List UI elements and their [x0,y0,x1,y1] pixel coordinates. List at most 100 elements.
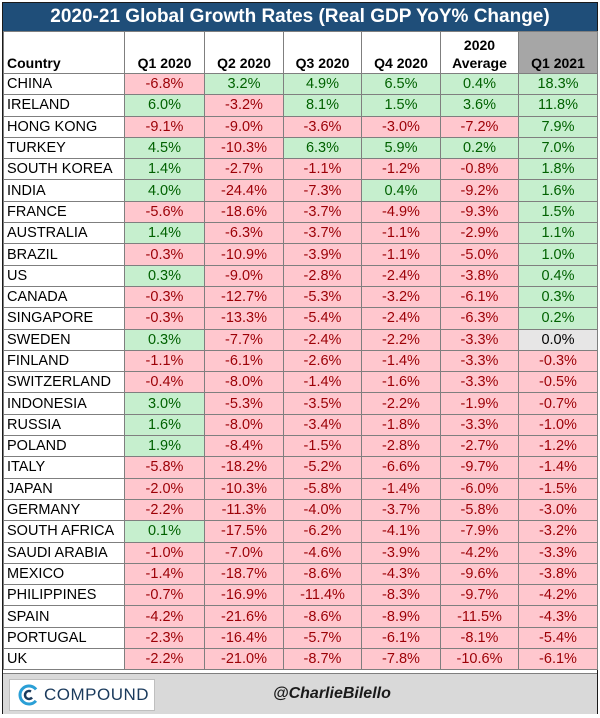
value-cell: -2.7% [204,158,284,181]
value-cell: -3.7% [283,200,362,224]
value-cell: -5.2% [283,456,362,479]
value-cell: -2.0% [124,477,205,500]
value-cell: -1.6% [361,371,441,394]
value-cell: -12.7% [204,285,284,309]
value-cell: 6.0% [124,94,205,117]
value-cell: -8.0% [204,371,284,394]
column-header-country: Country [3,31,125,74]
country-cell: RUSSIA [3,413,125,437]
value-cell: -2.7% [440,435,519,458]
value-cell: 11.8% [518,94,598,117]
value-cell: -18.2% [204,456,284,479]
table-row: UK -2.2% -21.0% -8.7% -7.8% -10.6% -6.1% [3,648,598,671]
author-handle: @CharlieBilello [273,685,391,702]
value-cell: 0.3% [124,264,205,287]
value-cell: -9.1% [124,115,205,138]
value-cell: -7.9% [440,520,519,543]
table-row: TURKEY 4.5% -10.3% 6.3% 5.9% 0.2% 7.0% [3,136,598,160]
value-cell: -7.7% [204,328,284,351]
table-row: POLAND 1.9% -8.4% -1.5% -2.8% -2.7% -1.2% [3,435,598,458]
value-cell: -6.0% [440,477,519,500]
value-cell: -7.3% [283,179,362,202]
compound-logo-text: COMPOUND [44,685,150,704]
value-cell: -2.3% [124,626,205,650]
value-cell: -9.0% [204,264,284,287]
country-cell: SAUDI ARABIA [3,541,125,564]
table-row: MEXICO -1.4% -18.7% -8.6% -4.3% -9.6% -3.8% [3,562,598,586]
value-cell: 4.5% [124,136,205,160]
value-cell: -7.2% [440,115,519,138]
value-cell: -8.9% [361,605,441,628]
country-cell: FINLAND [3,349,125,373]
value-cell: 1.6% [518,179,598,202]
table-row: SPAIN -4.2% -21.6% -8.6% -8.9% -11.5% -4.3% [3,605,598,628]
value-cell: -4.2% [518,584,598,607]
country-cell: SWEDEN [3,328,125,351]
value-cell: -1.1% [361,222,441,245]
value-cell: 0.1% [124,520,205,543]
column-header-q3-2020: Q3 2020 [283,31,362,74]
column-header-q2-2020: Q2 2020 [204,31,284,74]
value-cell: -4.0% [283,498,362,522]
table-row: INDONESIA 3.0% -5.3% -3.5% -2.2% -1.9% -0.7% [3,392,598,415]
country-cell: ITALY [3,456,125,479]
value-cell: -10.3% [204,136,284,160]
growth-table: Country Q1 2020 Q2 2020 Q3 2020 Q4 2020 … [3,31,598,671]
value-cell: 18.3% [518,72,598,96]
value-cell: 1.6% [124,413,205,437]
value-cell: -3.9% [361,541,441,564]
chart-title: 2020-21 Global Growth Rates (Real GDP Yo… [3,3,597,31]
value-cell: 1.9% [124,435,205,458]
value-cell: -1.1% [124,349,205,373]
column-header-2020-average-label: 2020 Average [452,37,507,71]
value-cell: -8.6% [283,605,362,628]
value-cell: 0.2% [440,136,519,160]
country-cell: TURKEY [3,136,125,160]
value-cell: -3.3% [440,371,519,394]
value-cell: -1.2% [518,435,598,458]
value-cell: -2.4% [361,307,441,330]
value-cell: -3.4% [283,413,362,437]
value-cell: -9.7% [440,584,519,607]
country-cell: SOUTH KOREA [3,158,125,181]
value-cell: -6.1% [518,648,598,671]
country-cell: GERMANY [3,498,125,522]
value-cell: -3.2% [204,94,284,117]
value-cell: -8.4% [204,435,284,458]
value-cell: 1.1% [518,222,598,245]
value-cell: -2.4% [283,328,362,351]
value-cell: 0.0% [518,328,598,351]
column-header-2020-average: 2020 Average [440,31,519,74]
value-cell: -1.1% [361,243,441,266]
value-cell: -11.5% [440,605,519,628]
table-row: US 0.3% -9.0% -2.8% -2.4% -3.8% 0.4% [3,264,598,287]
value-cell: -9.0% [204,115,284,138]
value-cell: -5.7% [283,626,362,650]
value-cell: -3.3% [440,349,519,373]
country-cell: POLAND [3,435,125,458]
value-cell: -9.6% [440,562,519,586]
value-cell: -3.6% [283,115,362,138]
footer-bar: COMPOUND @CharlieBilello [3,673,597,714]
value-cell: -17.5% [204,520,284,543]
value-cell: -5.8% [440,498,519,522]
value-cell: 0.4% [440,72,519,96]
value-cell: -1.0% [518,413,598,437]
value-cell: 3.2% [204,72,284,96]
table-row: SWITZERLAND -0.4% -8.0% -1.4% -1.6% -3.3% -0.5… [3,371,598,394]
value-cell: -3.8% [518,562,598,586]
value-cell: -6.1% [361,626,441,650]
value-cell: -1.1% [283,158,362,181]
value-cell: -5.6% [124,200,205,224]
value-cell: -0.3% [124,243,205,266]
table-row: SWEDEN 0.3% -7.7% -2.4% -2.2% -3.3% 0.0% [3,328,598,351]
value-cell: -16.9% [204,584,284,607]
value-cell: -5.0% [440,243,519,266]
value-cell: -3.2% [361,285,441,309]
value-cell: -2.4% [361,264,441,287]
value-cell: 1.8% [518,158,598,181]
table-row: GERMANY -2.2% -11.3% -4.0% -3.7% -5.8% -3.0% [3,498,598,522]
table-row: JAPAN -2.0% -10.3% -5.8% -1.4% -6.0% -1.5% [3,477,598,500]
value-cell: 7.9% [518,115,598,138]
